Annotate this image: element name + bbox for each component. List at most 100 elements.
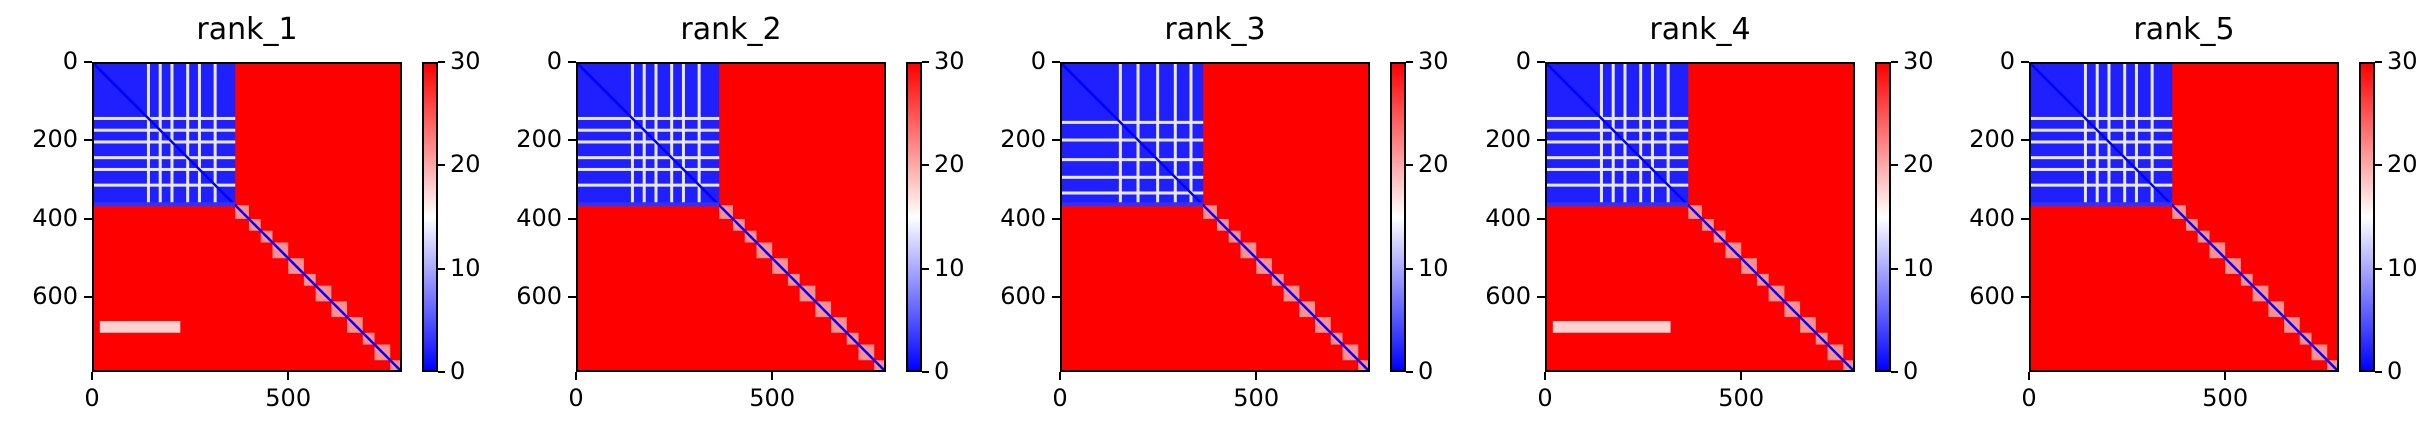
y-tick-label: 200 <box>1485 125 1531 154</box>
gap-row-stripe <box>1060 191 1204 195</box>
colorbar-tick <box>438 164 445 167</box>
colorbar-tick <box>438 267 445 270</box>
y-tick <box>1537 217 1545 220</box>
y-tick <box>1537 61 1545 63</box>
colorbar-tick-label: 30 <box>450 47 481 75</box>
gap-col-stripe <box>670 62 674 206</box>
colorbar-tick <box>922 371 929 373</box>
heatmap-image <box>1545 62 1855 372</box>
y-tick <box>1537 139 1545 142</box>
colorbar-tick-label: 20 <box>1903 150 1934 179</box>
gap-row-stripe <box>1545 183 1689 187</box>
heatmap-svg <box>576 62 886 372</box>
block-edge <box>1060 202 1204 207</box>
x-tick-label: 500 <box>1233 384 1280 412</box>
block-edge <box>576 202 720 207</box>
colorbar-tick <box>1406 164 1413 167</box>
colorbar-tick <box>922 164 929 167</box>
y-tick-label: 400 <box>516 203 562 232</box>
gap-row-stripe <box>2029 116 2173 120</box>
y-tick <box>1052 139 1060 142</box>
gap-col-stripe <box>697 62 701 206</box>
x-tick <box>575 372 577 380</box>
y-tick <box>84 139 92 142</box>
x-tick-label: 0 <box>2021 384 2037 412</box>
x-tick-label: 500 <box>2202 384 2249 412</box>
y-tick <box>84 296 92 299</box>
colorbar-tick-label: 30 <box>2387 47 2418 75</box>
gap-row-stripe <box>1060 175 1204 179</box>
x-tick <box>771 372 774 380</box>
colorbar-tick <box>1406 371 1413 373</box>
colorbar-tick <box>2375 267 2382 270</box>
x-tick <box>287 372 290 380</box>
panel-title: rank_1 <box>196 12 298 47</box>
colorbar-tick-label: 0 <box>1418 357 1434 385</box>
x-tick <box>91 372 93 380</box>
gap-col-stripe <box>186 62 190 206</box>
y-tick-label: 0 <box>1030 47 1046 75</box>
colorbar-tick-label: 30 <box>1903 47 1934 75</box>
y-tick-label: 200 <box>1969 125 2015 154</box>
y-tick-label: 600 <box>516 282 562 311</box>
gap-col-stripe <box>2134 62 2138 206</box>
colorbar <box>2359 62 2375 372</box>
colorbar-tick-label: 10 <box>1903 253 1934 282</box>
heatmap-image <box>2029 62 2339 372</box>
gap-row-stripe <box>1060 158 1204 162</box>
gap-col-stripe <box>1650 62 1654 206</box>
y-tick-label: 600 <box>1000 282 1046 311</box>
x-tick-label: 500 <box>265 384 312 412</box>
colorbar-tick-label: 10 <box>1418 253 1449 282</box>
colorbar-tick-label: 0 <box>2387 357 2403 385</box>
colorbar-tick-label: 20 <box>934 150 965 179</box>
gap-row-stripe <box>1545 167 1689 171</box>
colorbar-tick-label: 30 <box>1418 47 1449 75</box>
gap-col-stripe <box>1666 62 1670 206</box>
colorbar-tick-label: 30 <box>934 47 965 75</box>
diagonal-line <box>2029 62 2339 372</box>
diagonal-line <box>576 62 886 372</box>
y-tick-label: 400 <box>32 203 78 232</box>
gap-row-stripe <box>92 116 236 120</box>
y-tick <box>2021 296 2029 299</box>
colorbar-tick <box>2375 371 2382 373</box>
colorbar-tick <box>438 61 445 63</box>
gap-row-stripe <box>92 140 236 144</box>
gap-col-stripe <box>213 62 217 206</box>
colorbar-tick <box>1406 267 1413 270</box>
y-tick-label: 0 <box>1999 47 2015 75</box>
x-tick <box>2224 372 2227 380</box>
x-tick <box>1255 372 1258 380</box>
gap-col-stripe <box>1611 62 1615 206</box>
y-tick <box>1052 296 1060 299</box>
gap-col-stripe <box>1173 62 1177 206</box>
gap-col-stripe <box>1136 62 1140 206</box>
gap-col-stripe <box>630 62 634 206</box>
gap-col-stripe <box>158 62 162 206</box>
y-tick-label: 600 <box>1969 282 2015 311</box>
gap-row-stripe <box>1545 140 1689 144</box>
colorbar-tick <box>922 61 929 63</box>
x-tick-label: 0 <box>568 384 584 412</box>
colorbar-tick-label: 0 <box>934 357 950 385</box>
x-tick <box>1740 372 1743 380</box>
gap-col-stripe <box>1189 62 1193 206</box>
y-tick-label: 400 <box>1000 203 1046 232</box>
y-tick <box>84 217 92 220</box>
gap-row-stripe <box>576 128 720 132</box>
gap-row-stripe <box>576 140 720 144</box>
heatmap-svg <box>1060 62 1370 372</box>
block-edge <box>92 202 236 207</box>
y-tick-label: 400 <box>1485 203 1531 232</box>
y-tick-label: 0 <box>62 47 78 75</box>
gap-col-stripe <box>2095 62 2099 206</box>
colorbar-tick-label: 10 <box>450 253 481 282</box>
x-tick <box>1544 372 1546 380</box>
block-edge <box>1545 202 1689 207</box>
heatmap-image <box>576 62 886 372</box>
y-tick-label: 0 <box>546 47 562 75</box>
